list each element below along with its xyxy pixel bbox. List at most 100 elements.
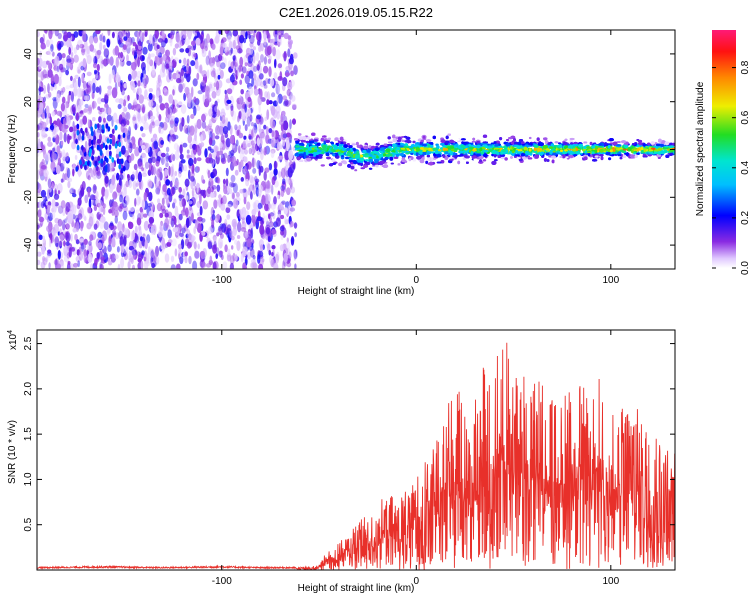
noise-cell	[165, 152, 170, 163]
noise-cell	[95, 191, 99, 200]
noise-cell	[160, 220, 164, 227]
noise-cell	[224, 244, 228, 253]
noise-cell	[252, 167, 257, 174]
weak-echo-cell	[118, 151, 122, 157]
noise-cell	[139, 206, 144, 213]
noise-cell	[76, 44, 80, 51]
noise-cell	[169, 120, 175, 125]
noise-cell	[282, 77, 288, 87]
noise-cell	[128, 156, 132, 164]
noise-cell	[65, 201, 71, 213]
noise-cell	[54, 68, 60, 74]
noise-cell	[155, 187, 160, 195]
noise-cell	[236, 240, 241, 252]
noise-cell	[80, 220, 84, 232]
noise-cell	[162, 121, 168, 131]
noise-cell	[193, 105, 197, 116]
noise-cell	[280, 33, 285, 38]
echo-cell	[569, 137, 575, 141]
noise-cell	[88, 221, 92, 228]
noise-cell	[294, 263, 297, 269]
noise-cell	[213, 82, 217, 88]
noise-cell	[37, 132, 40, 138]
noise-cell	[216, 184, 221, 192]
noise-cell	[248, 47, 254, 55]
noise-cell	[92, 100, 95, 110]
noise-cell	[147, 42, 153, 52]
noise-cell	[91, 216, 95, 226]
noise-cell	[103, 48, 110, 58]
noise-cell	[274, 34, 278, 43]
weak-echo-cell	[120, 158, 124, 164]
noise-cell	[162, 72, 166, 78]
noise-cell	[60, 140, 64, 146]
noise-cell	[290, 237, 295, 243]
noise-cell	[58, 76, 62, 87]
noise-cell	[229, 134, 235, 145]
noise-cell	[73, 47, 78, 55]
noise-cell	[218, 30, 222, 35]
noise-cell	[43, 30, 48, 34]
noise-cell	[208, 180, 211, 189]
noise-cell	[155, 167, 160, 176]
noise-cell	[47, 201, 52, 207]
noise-cell	[62, 157, 66, 167]
noise-cell	[106, 38, 111, 48]
noise-cell	[116, 184, 122, 193]
noise-cell	[137, 80, 141, 87]
weak-echo-cell	[120, 167, 124, 174]
noise-cell	[281, 200, 286, 205]
noise-cell	[263, 84, 268, 89]
noise-cell	[252, 187, 257, 195]
noise-cell	[199, 134, 204, 142]
noise-cell	[164, 217, 170, 229]
noise-cell	[191, 187, 195, 198]
noise-cell	[100, 196, 104, 207]
noise-cell	[67, 213, 73, 224]
noise-cell	[217, 33, 220, 43]
noise-cell	[155, 187, 160, 196]
weak-echo-cell	[104, 166, 108, 173]
noise-cell	[178, 194, 184, 199]
noise-cell	[191, 40, 196, 46]
noise-cell	[135, 209, 140, 214]
noise-cell	[241, 217, 245, 224]
noise-cell	[147, 179, 153, 189]
noise-cell	[189, 171, 195, 178]
noise-cell	[170, 30, 176, 36]
weak-echo-cell	[96, 144, 100, 151]
noise-cell	[79, 238, 85, 243]
noise-cell	[132, 99, 137, 106]
weak-echo-cell	[76, 123, 80, 130]
noise-cell	[148, 180, 154, 188]
noise-cell	[247, 55, 253, 64]
noise-cell	[72, 204, 77, 215]
noise-cell	[131, 213, 135, 220]
noise-cell	[174, 170, 178, 177]
noise-cell	[160, 140, 165, 145]
noise-cell	[123, 30, 126, 35]
noise-cell	[43, 96, 46, 103]
noise-cell	[227, 256, 231, 262]
noise-cell	[92, 82, 96, 94]
noise-cell	[208, 177, 214, 187]
noise-cell	[163, 192, 167, 200]
noise-cell	[246, 201, 251, 210]
noise-cell	[250, 258, 257, 264]
noise-cell	[192, 78, 198, 87]
noise-cell	[144, 89, 148, 97]
noise-cell	[92, 184, 97, 194]
noise-cell	[208, 121, 213, 127]
noise-cell	[240, 227, 247, 232]
noise-cell	[214, 135, 220, 140]
noise-cell	[51, 111, 56, 117]
noise-cell	[168, 165, 171, 176]
noise-cell	[201, 120, 206, 129]
noise-cell	[261, 258, 265, 263]
noise-cell	[51, 211, 56, 219]
noise-cell	[184, 256, 188, 264]
noise-cell	[88, 35, 94, 45]
noise-cell	[236, 235, 241, 239]
weak-echo-cell	[75, 166, 79, 172]
noise-cell	[67, 260, 71, 265]
